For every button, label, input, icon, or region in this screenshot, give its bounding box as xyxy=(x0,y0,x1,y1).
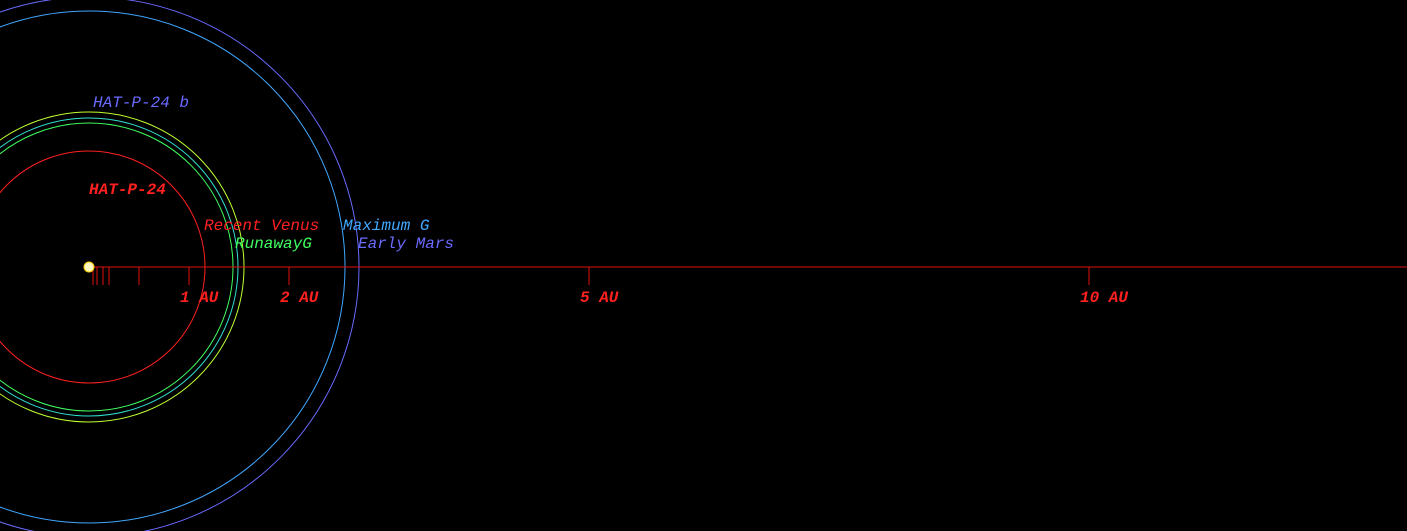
tick-label: 2 AU xyxy=(280,289,319,307)
zone-label: Maximum G xyxy=(343,217,430,235)
zone-label: RunawayG xyxy=(235,235,312,253)
zone-label: Early Mars xyxy=(358,235,454,253)
star xyxy=(83,261,95,273)
tick-label: 1 AU xyxy=(180,289,219,307)
tick-label: 10 AU xyxy=(1080,289,1128,307)
planet-label: HAT-P-24 b xyxy=(93,94,189,112)
star-label: HAT-P-24 xyxy=(89,181,166,199)
tick-label: 5 AU xyxy=(580,289,619,307)
zone-boundary xyxy=(0,0,360,531)
zone-label: Recent Venus xyxy=(204,217,319,235)
